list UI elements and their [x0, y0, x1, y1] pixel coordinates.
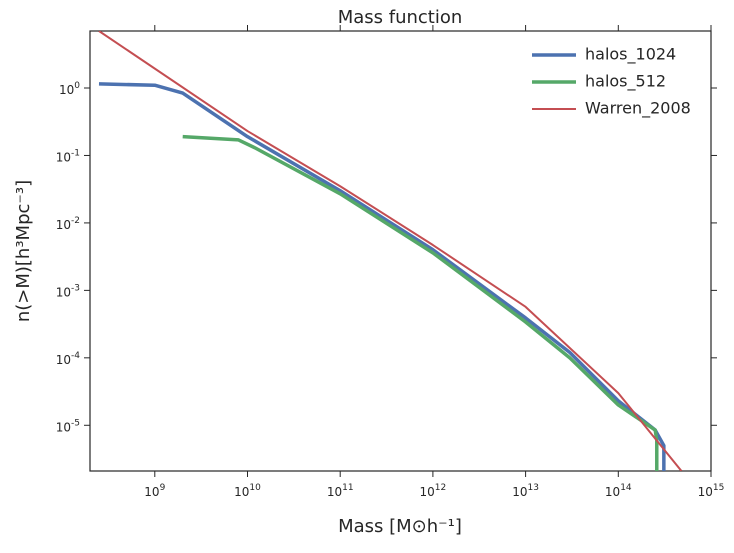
- y-tick-label: 10-1: [56, 148, 80, 164]
- series-line: [182, 134, 659, 471]
- x-tick-label: 1014: [605, 483, 632, 499]
- series-line: [98, 82, 666, 471]
- series-line: [98, 31, 683, 471]
- x-tick-label: 1011: [327, 483, 354, 499]
- x-tick-label: 1013: [512, 483, 539, 499]
- y-tick-label: 10-5: [56, 418, 80, 434]
- x-axis-label: Mass [M⊙h⁻¹]: [338, 516, 462, 537]
- x-tick-label: 1010: [234, 483, 261, 499]
- x-tick-label: 1012: [420, 483, 447, 499]
- y-tick-label: 10-4: [56, 350, 81, 366]
- y-axis-label: n(>M)[h³Mpc⁻³]: [13, 180, 34, 322]
- x-tick-label: 109: [144, 483, 165, 499]
- plot-frame: [89, 30, 712, 472]
- y-tick-label: 10-3: [56, 283, 80, 299]
- legend-label: halos_512: [585, 72, 666, 92]
- legend-label: halos_1024: [585, 45, 676, 65]
- y-tick-label: 10-2: [56, 215, 80, 231]
- chart-title: Mass function: [338, 7, 463, 28]
- legend-label: Warren_2008: [585, 99, 691, 119]
- y-tick-label: 100: [59, 81, 80, 97]
- x-tick-label: 1015: [698, 483, 725, 499]
